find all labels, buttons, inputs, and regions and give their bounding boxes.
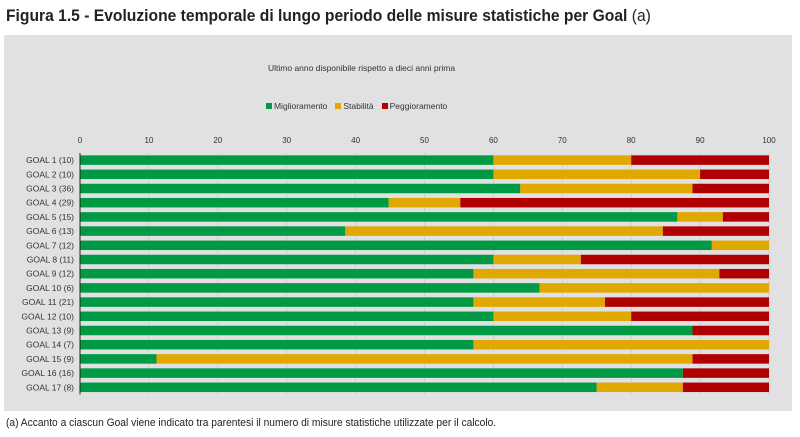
bar-segment-stabilit (596, 382, 683, 393)
category-label: GOAL 9 (12) (26, 269, 74, 279)
bar-segment-stabilit (520, 183, 693, 194)
footnote: (a) Accanto a ciascun Goal viene indicat… (6, 417, 497, 429)
bar-segment-stabilit (711, 240, 769, 251)
legend-label: Peggioramento (389, 101, 448, 111)
category-label: GOAL 10 (6) (26, 283, 74, 293)
x-tick-label: 40 (351, 136, 360, 145)
bar-segment-miglioramento (80, 155, 494, 165)
category-label: GOAL 8 (11) (27, 255, 74, 265)
x-tick-label: 80 (627, 136, 636, 145)
bar-segment-miglioramento (80, 254, 494, 265)
x-tick-label: 90 (696, 136, 705, 145)
category-label: GOAL 2 (10) (26, 169, 74, 179)
bar-segment-miglioramento (80, 297, 474, 307)
legend-item-stabilita: Stabilità (335, 101, 374, 111)
x-tick-label: 50 (420, 136, 429, 145)
bar-segment-miglioramento (80, 368, 683, 378)
legend-swatch (335, 103, 342, 109)
category-label: GOAL 15 (9) (26, 354, 74, 364)
x-tick-label: 0 (78, 136, 83, 145)
bar-segment-peggioramento (719, 268, 769, 279)
bar-segment-miglioramento (80, 354, 157, 364)
bar-segment-miglioramento (80, 382, 597, 393)
bar-segment-peggioramento (662, 226, 769, 236)
category-label: GOAL 12 (10) (21, 311, 74, 321)
x-tick-label: 70 (558, 136, 567, 145)
bar-segment-miglioramento (80, 183, 521, 194)
bar-segment-stabilit (539, 283, 769, 293)
legend-item-peggioramento: Peggioramento (381, 101, 448, 111)
bar-segment-miglioramento (80, 212, 678, 222)
category-label: GOAL 17 (8) (26, 382, 74, 392)
bar-segment-miglioramento (80, 325, 693, 336)
bar-segment-miglioramento (80, 339, 474, 350)
category-label: GOAL 6 (13) (26, 226, 74, 236)
bar-segment-miglioramento (80, 169, 494, 180)
bar-segment-miglioramento (80, 283, 540, 293)
bar-segment-stabilit (473, 339, 769, 350)
bar-segment-peggioramento (631, 155, 769, 165)
category-label: GOAL 14 (7) (26, 340, 74, 350)
category-label: GOAL 7 (12) (26, 240, 74, 250)
x-tick-label: 100 (762, 136, 776, 145)
legend-swatch (266, 103, 272, 109)
category-label: GOAL 16 (16) (21, 368, 74, 378)
bar-segment-peggioramento (692, 183, 769, 194)
bar-segment-miglioramento (80, 226, 346, 236)
bar-segment-miglioramento (80, 197, 389, 208)
bar-segment-stabilit (493, 311, 632, 322)
bar-segment-peggioramento (682, 382, 769, 393)
category-label: GOAL 3 (36) (26, 184, 74, 194)
legend-item-miglioramento: Miglioramento (266, 101, 327, 111)
bar-segment-stabilit (345, 226, 663, 236)
legend-label: Stabilità (343, 101, 374, 111)
bar-segment-stabilit (473, 268, 720, 279)
category-label: GOAL 11 (21) (22, 297, 74, 307)
category-label: GOAL 5 (15) (26, 212, 74, 222)
category-label: GOAL 1 (10) (26, 155, 74, 165)
category-label: GOAL 13 (9) (26, 326, 74, 336)
legend: Miglioramento Stabilità Peggioramento (266, 101, 447, 111)
title-suffix: (a) (631, 6, 651, 25)
x-tick-label: 30 (282, 136, 291, 145)
bar-segment-stabilit (473, 297, 606, 307)
bar-segment-stabilit (493, 254, 581, 265)
x-tick-label: 60 (489, 136, 498, 145)
bar-segment-stabilit (388, 197, 461, 208)
bar-segment-stabilit (493, 169, 701, 180)
bar-segment-peggioramento (700, 169, 769, 180)
bar-segment-miglioramento (80, 240, 712, 251)
bar-segment-peggioramento (722, 212, 769, 222)
legend-label: Miglioramento (274, 101, 328, 111)
x-tick-label: 10 (144, 136, 153, 145)
bar-segment-peggioramento (692, 354, 769, 364)
legend-swatch (381, 103, 388, 109)
bar-segment-stabilit (156, 354, 693, 364)
bar-segment-peggioramento (580, 254, 769, 265)
chart-subtitle: Ultimo anno disponibile rispetto a dieci… (268, 63, 456, 73)
figure-title: Figura 1.5 - Evoluzione temporale di lun… (6, 6, 651, 26)
x-tick-label: 20 (213, 136, 222, 145)
category-label: GOAL 4 (29) (26, 198, 74, 208)
bar-segment-peggioramento (605, 297, 769, 307)
bar-segment-miglioramento (80, 268, 474, 279)
bar-segment-miglioramento (80, 311, 494, 322)
bar-segment-peggioramento (460, 197, 769, 208)
bar-segment-stabilit (493, 155, 632, 165)
bar-segment-peggioramento (631, 311, 769, 322)
title-text: Figura 1.5 - Evoluzione temporale di lun… (6, 6, 628, 25)
bar-segment-peggioramento (682, 368, 769, 378)
bar-segment-stabilit (677, 212, 723, 222)
bar-segment-peggioramento (692, 325, 769, 336)
